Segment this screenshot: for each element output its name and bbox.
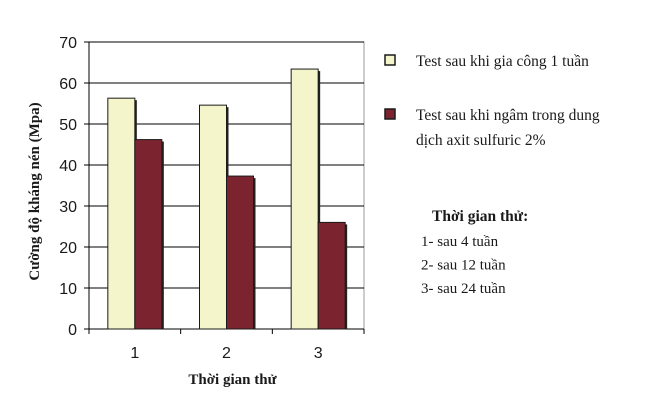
bar-series-b-1 xyxy=(134,139,163,330)
note-title: Thời gian thử: xyxy=(432,208,528,225)
x-tick-label: 2 xyxy=(222,345,231,362)
y-tick-label: 0 xyxy=(68,322,77,339)
y-tick-label: 20 xyxy=(59,240,77,257)
y-tick-label: 70 xyxy=(59,35,77,52)
legend-swatch-series-b xyxy=(384,108,396,120)
y-tick-label: 30 xyxy=(59,199,77,216)
legend-label-series-a: Test sau khi gia công 1 tuần xyxy=(416,53,589,70)
y-tick-label: 10 xyxy=(59,281,77,298)
bar-series-a-3 xyxy=(290,68,319,330)
legend-label-series-b: dịch axit sulfuric 2% xyxy=(416,132,546,149)
x-axis-title: Thời gian thử xyxy=(188,372,277,388)
bar-series-b-3 xyxy=(317,221,346,330)
bar-series-b-2 xyxy=(226,175,254,330)
y-tick-label: 40 xyxy=(59,158,77,175)
legend-swatch-series-a xyxy=(384,54,396,66)
x-tick-label: 3 xyxy=(314,345,323,362)
note-line: 3- sau 24 tuần xyxy=(421,281,506,297)
bar-series-a-1 xyxy=(107,97,136,330)
y-axis-title: Cường độ kháng nén (Mpa) xyxy=(27,102,43,280)
note-line: 1- sau 4 tuần xyxy=(421,234,499,250)
y-tick-label: 50 xyxy=(59,117,77,134)
bar-series-a-2 xyxy=(199,104,227,330)
x-tick-label: 1 xyxy=(130,345,139,362)
y-tick-label: 60 xyxy=(59,76,77,93)
note-line: 2- sau 12 tuần xyxy=(421,258,506,274)
legend-label-series-b: Test sau khi ngâm trong dung xyxy=(416,107,600,124)
